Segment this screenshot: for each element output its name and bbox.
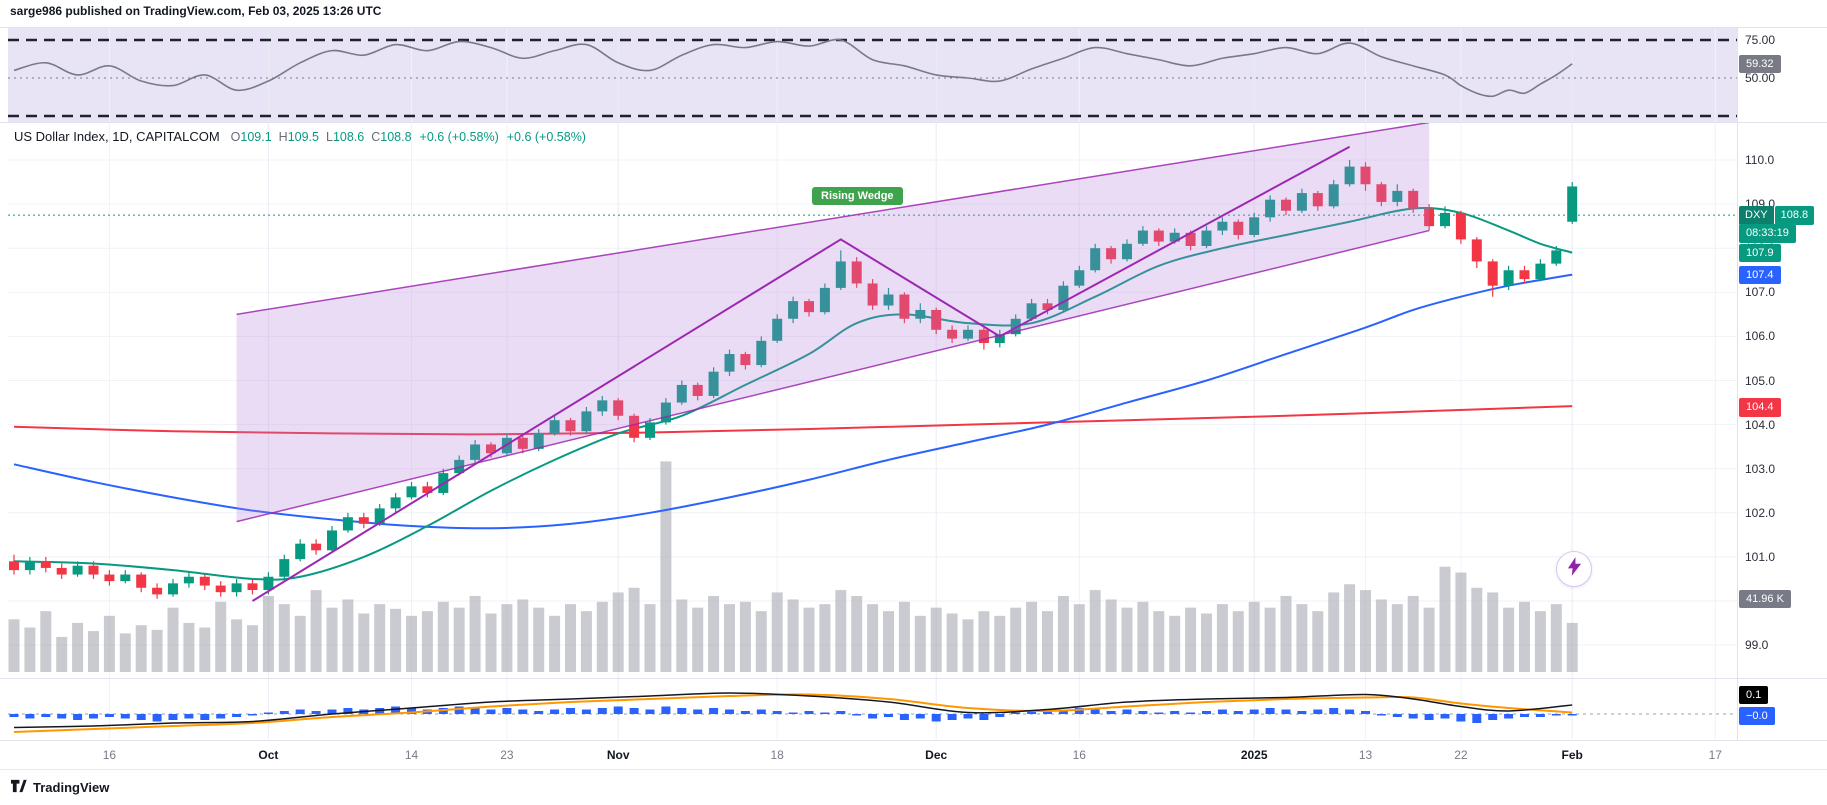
price-tick-label: 106.0: [1745, 329, 1776, 344]
symbol-title: US Dollar Index, 1D, CAPITALCOM: [14, 129, 220, 144]
volume-value-badge: 41.96 K: [1739, 589, 1791, 609]
time-axis-label: Dec: [925, 748, 948, 762]
price-tick-label: 105.0: [1745, 373, 1776, 388]
price-tick-label: 102.0: [1745, 505, 1776, 520]
ohlc-open-label: O: [230, 130, 241, 144]
time-axis-label: 22: [1454, 748, 1468, 762]
symbol-tag: DXY: [1739, 206, 1774, 225]
time-axis-label: 23: [500, 748, 514, 762]
wedge-drawing: [236, 123, 1430, 602]
time-axis-label: 2025: [1240, 748, 1268, 762]
last-price-value: 108.8: [1774, 206, 1815, 225]
time-axis[interactable]: 16 Oct 14 23 Nov 18 Dec 16 2025 13 22 Feb 17: [0, 740, 1827, 770]
time-axis-label: 16: [1072, 748, 1086, 762]
ma-fast-value-badge: 107.9: [1739, 243, 1781, 263]
change-value: +0.6 (+0.58%): [419, 130, 499, 144]
macd-value-badge: 0.1: [1739, 685, 1769, 705]
rsi-panel: [8, 38, 1737, 118]
price-tick-label: 104.0: [1745, 417, 1776, 432]
time-axis-label: Feb: [1561, 748, 1583, 762]
rsi-value-badge: 59.32: [1739, 54, 1781, 74]
change-percent-value: +0.6 (+0.58%): [506, 130, 586, 144]
price-tick-label: 99.0: [1745, 638, 1769, 653]
macd-signal-value-badge: −0.0: [1739, 706, 1775, 726]
ohlc-low-value: 108.6: [332, 130, 365, 144]
rising-wedge-label[interactable]: Rising Wedge: [812, 187, 903, 205]
pane-separators: [0, 27, 1827, 740]
tradingview-logo-icon: [10, 778, 27, 796]
symbol-legend[interactable]: US Dollar Index, 1D, CAPITALCOM O109.1 H10…: [14, 129, 586, 144]
boost-button[interactable]: [1556, 551, 1592, 587]
ma-slow-line: [13, 405, 1573, 436]
ohlc-high-value: 109.5: [287, 130, 319, 144]
rsi-panel-background: [8, 28, 1737, 122]
ohlc-low-label: L: [325, 130, 333, 144]
time-axis-label: 16: [102, 748, 117, 762]
candles-layer: [9, 160, 1578, 599]
price-tick-label: 110.0: [1745, 153, 1775, 167]
price-tick-label: 107.0: [1745, 285, 1776, 300]
ma-fast-line: [13, 207, 1573, 581]
macd-panel: [8, 692, 1737, 733]
time-axis-label: Nov: [606, 748, 630, 762]
symbol-price-badge: DXY 108.8: [1739, 206, 1815, 225]
time-axis-label: 17: [1708, 748, 1722, 762]
ohlc-high-label: H: [278, 130, 288, 144]
volume-layer: [8, 461, 1578, 672]
ohlc-close-value: 108.8: [380, 130, 412, 144]
ma-mid-line: [13, 273, 1573, 530]
lightning-icon: [1567, 557, 1582, 581]
price-tick-label: 101.0: [1745, 549, 1776, 564]
time-axis-label: 14: [404, 748, 419, 762]
price-tick-label: 103.0: [1745, 461, 1776, 476]
rsi-tick-label: 50.00: [1745, 71, 1776, 85]
rsi-tick-label: 75.00: [1745, 33, 1776, 47]
ma-slow-value-badge: 104.4: [1739, 397, 1781, 417]
time-axis-label: Oct: [258, 748, 279, 762]
footer: TradingView: [10, 778, 109, 796]
bar-countdown-badge: 08:33:19: [1739, 224, 1796, 243]
time-axis-label: 18: [770, 748, 784, 762]
ohlc-open-value: 109.1: [240, 130, 272, 144]
time-axis-label: 13: [1358, 748, 1373, 762]
tradingview-logo-text[interactable]: TradingView: [33, 779, 110, 795]
ohlc-close-label: C: [371, 130, 381, 144]
ma-mid-value-badge: 107.4: [1739, 265, 1781, 285]
publisher-attribution: sarge986 published on TradingView.com, F…: [10, 4, 382, 18]
price-axis[interactable]: 75.0050.00110.0109.0108.0107.0106.0105.0…: [1737, 0, 1827, 740]
